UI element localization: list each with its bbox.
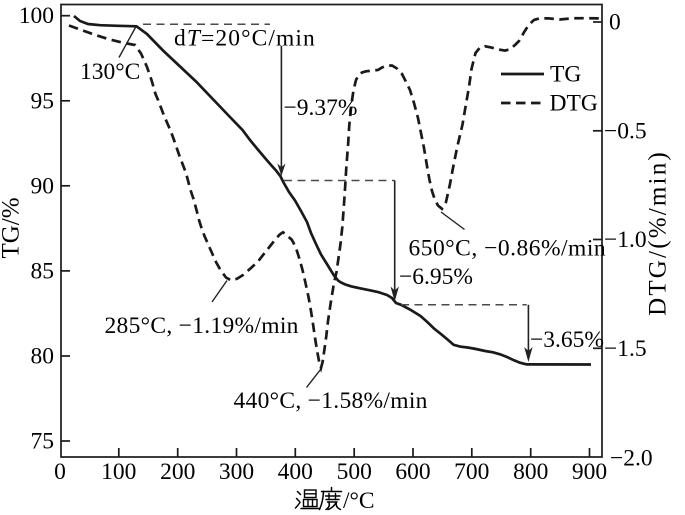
svg-text:130°C: 130°C bbox=[80, 59, 140, 85]
svg-text:dT=20°C/min: dT=20°C/min bbox=[174, 26, 316, 52]
svg-text:600: 600 bbox=[395, 459, 430, 485]
svg-text:90: 90 bbox=[31, 173, 55, 199]
svg-text:650°C, −0.86%/min: 650°C, −0.86%/min bbox=[409, 236, 607, 262]
svg-text:−0.5: −0.5 bbox=[604, 118, 647, 144]
svg-text:440°C, −1.58%/min: 440°C, −1.58%/min bbox=[234, 388, 428, 414]
svg-text:0: 0 bbox=[609, 10, 621, 36]
svg-text:TG: TG bbox=[550, 62, 581, 88]
svg-text:−9.37%: −9.37% bbox=[284, 95, 358, 121]
svg-text:−2.0: −2.0 bbox=[610, 446, 653, 472]
svg-text:DTG/(%/min): DTG/(%/min) bbox=[645, 150, 672, 316]
svg-text:800: 800 bbox=[513, 459, 548, 485]
svg-text:TG/%: TG/% bbox=[0, 197, 25, 258]
svg-text:500: 500 bbox=[337, 459, 372, 485]
svg-text:80: 80 bbox=[31, 344, 55, 370]
svg-text:0: 0 bbox=[54, 459, 66, 485]
svg-text:285°C, −1.19%/min: 285°C, −1.19%/min bbox=[105, 313, 299, 339]
svg-text:−3.65%: −3.65% bbox=[530, 327, 604, 353]
svg-text:−6.95%: −6.95% bbox=[399, 264, 473, 290]
svg-text:300: 300 bbox=[219, 459, 254, 485]
svg-text:400: 400 bbox=[278, 459, 313, 485]
svg-text:/°C: /°C bbox=[343, 488, 375, 514]
svg-text:95: 95 bbox=[31, 88, 55, 114]
svg-text:900: 900 bbox=[572, 459, 607, 485]
svg-text:−1.5: −1.5 bbox=[604, 336, 647, 362]
svg-text:75: 75 bbox=[31, 429, 55, 455]
svg-text:100: 100 bbox=[101, 459, 136, 485]
svg-text:DTG: DTG bbox=[550, 91, 598, 117]
svg-text:100: 100 bbox=[19, 3, 54, 29]
svg-text:200: 200 bbox=[160, 459, 195, 485]
svg-text:−1.0: −1.0 bbox=[604, 227, 647, 253]
svg-text:700: 700 bbox=[454, 459, 489, 485]
svg-text:85: 85 bbox=[31, 258, 55, 284]
